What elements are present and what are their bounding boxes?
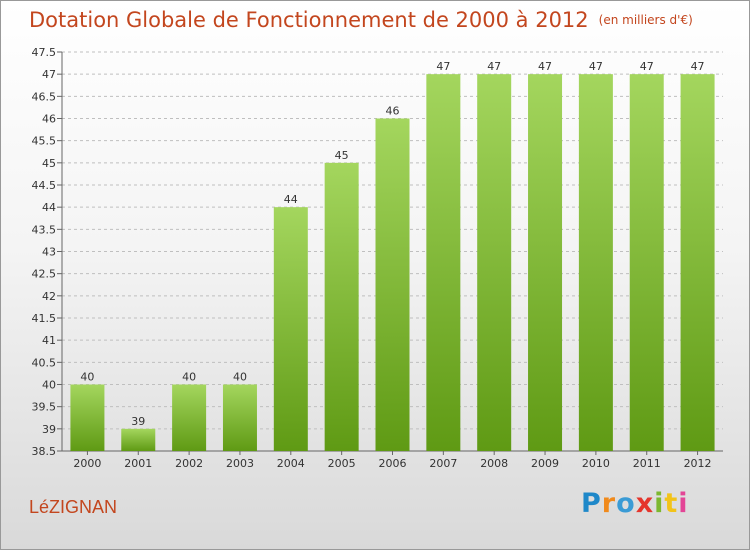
bar <box>273 207 308 451</box>
bar <box>426 74 461 452</box>
x-tick-label: 2009 <box>531 457 559 470</box>
logo-letter: i <box>678 488 689 519</box>
data-label: 47 <box>691 60 705 73</box>
data-label: 44 <box>284 193 298 206</box>
data-label: 47 <box>640 60 654 73</box>
bar <box>375 118 410 451</box>
data-label: 47 <box>436 60 450 73</box>
y-tick-label: 39 <box>42 423 56 436</box>
data-label: 47 <box>538 60 552 73</box>
logo-letter: t <box>664 488 679 519</box>
bar <box>680 74 715 452</box>
data-label: 47 <box>589 60 603 73</box>
y-tick-label: 44.5 <box>32 179 57 192</box>
logo-letter: x <box>635 488 655 519</box>
chart-title: Dotation Globale de Fonctionnement de 20… <box>29 8 693 32</box>
bar <box>121 428 156 451</box>
data-label: 47 <box>487 60 501 73</box>
y-tick-label: 47.5 <box>32 46 57 59</box>
x-tick-label: 2010 <box>582 457 610 470</box>
x-tick-label: 2003 <box>226 457 254 470</box>
data-label: 40 <box>233 371 247 384</box>
x-tick-labels: 2000 2001 2002 2003 2004 2005 2006 2007 2008 2009… <box>73 451 712 470</box>
chart-subtitle: (en milliers d'€) <box>598 13 693 27</box>
y-tick-label: 40 <box>42 379 56 392</box>
bar <box>172 384 207 451</box>
y-tick-label: 38.5 <box>32 445 57 458</box>
y-tick-label: 46.5 <box>32 90 57 103</box>
x-tick-label: 2011 <box>633 457 661 470</box>
data-label: 45 <box>335 149 349 162</box>
commune-name: LéZIGNAN <box>29 497 118 517</box>
bars <box>70 74 715 452</box>
y-tick-label: 41 <box>42 334 56 347</box>
logo-letter: P <box>581 488 602 519</box>
x-tick-label: 2012 <box>684 457 712 470</box>
bar <box>629 74 664 452</box>
x-tick-label: 2007 <box>429 457 457 470</box>
data-label: 40 <box>80 371 94 384</box>
data-label: 40 <box>182 371 196 384</box>
y-tick-label: 42.5 <box>32 268 57 281</box>
x-tick-label: 2004 <box>277 457 305 470</box>
y-tick-label: 46 <box>42 113 56 126</box>
y-tick-label: 44 <box>42 201 56 214</box>
y-tick-label: 39.5 <box>32 401 57 414</box>
bar <box>578 74 613 452</box>
y-tick-label: 43 <box>42 246 56 259</box>
y-tick-labels: 38.5 39 39.5 40 40.5 41 41.5 42 42.5 43 43.5 44 44.5… <box>32 46 57 458</box>
x-tick-label: 2006 <box>379 457 407 470</box>
y-tick-label: 42 <box>42 290 56 303</box>
data-label: 46 <box>386 105 400 118</box>
bar <box>528 74 563 452</box>
y-tick-label: 45.5 <box>32 135 57 148</box>
logo-letter: r <box>601 488 617 519</box>
y-tick-label: 40.5 <box>32 356 57 369</box>
bar <box>324 162 359 452</box>
data-labels: 40 39 40 40 44 45 46 47 47 47 47 47 47 <box>80 60 704 428</box>
bar <box>477 74 512 452</box>
logo-letter: i <box>654 488 665 519</box>
chart-title-main: Dotation Globale de Fonctionnement de 20… <box>29 8 589 32</box>
proxiti-logo: Proxiti <box>581 488 689 519</box>
y-tick-label: 41.5 <box>32 312 57 325</box>
data-label: 39 <box>131 415 145 428</box>
y-tick-label: 47 <box>42 68 56 81</box>
y-tick-label: 45 <box>42 157 56 170</box>
y-tick-label: 43.5 <box>32 223 57 236</box>
bar <box>70 384 105 451</box>
x-tick-label: 2001 <box>124 457 152 470</box>
x-tick-label: 2008 <box>480 457 508 470</box>
x-tick-label: 2002 <box>175 457 203 470</box>
x-tick-label: 2000 <box>73 457 101 470</box>
bar <box>222 384 257 451</box>
logo-letter: o <box>616 488 636 519</box>
x-tick-label: 2005 <box>328 457 356 470</box>
